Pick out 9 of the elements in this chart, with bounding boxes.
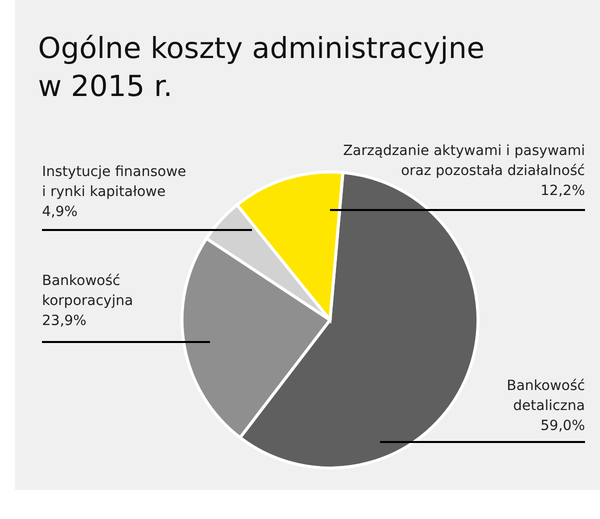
- chart-title: Ogólne koszty administracyjne w 2015 r.: [38, 31, 485, 103]
- data-label: 23,9%: [42, 313, 86, 329]
- data-label: 59,0%: [540, 418, 585, 434]
- data-label: 4,9%: [42, 204, 78, 220]
- slice-label: Instytucje finansowe i rynki kapitałowe: [42, 164, 186, 200]
- data-label: 12,2%: [540, 183, 585, 199]
- slice-label: Bankowość korporacyjna: [42, 273, 134, 309]
- slice-label: Bankowość detaliczna: [506, 378, 585, 414]
- slice-label: Zarządzanie aktywami i pasywami oraz pozostała działalność: [343, 143, 585, 179]
